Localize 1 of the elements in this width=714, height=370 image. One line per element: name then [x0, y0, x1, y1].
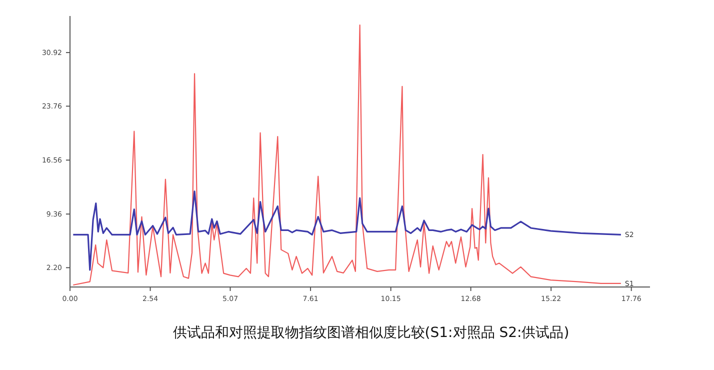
text: 供试品和对照提取物指纹图谱相似度比较(S1:对照品 S2:供试品) — [172, 325, 570, 341]
